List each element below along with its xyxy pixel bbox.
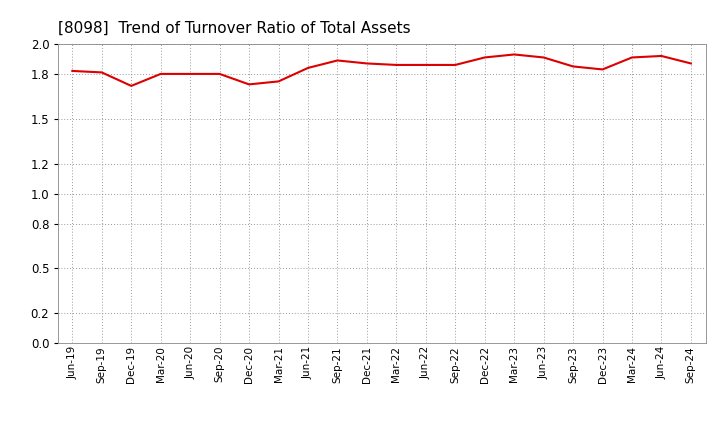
Text: [8098]  Trend of Turnover Ratio of Total Assets: [8098] Trend of Turnover Ratio of Total … bbox=[58, 21, 410, 36]
